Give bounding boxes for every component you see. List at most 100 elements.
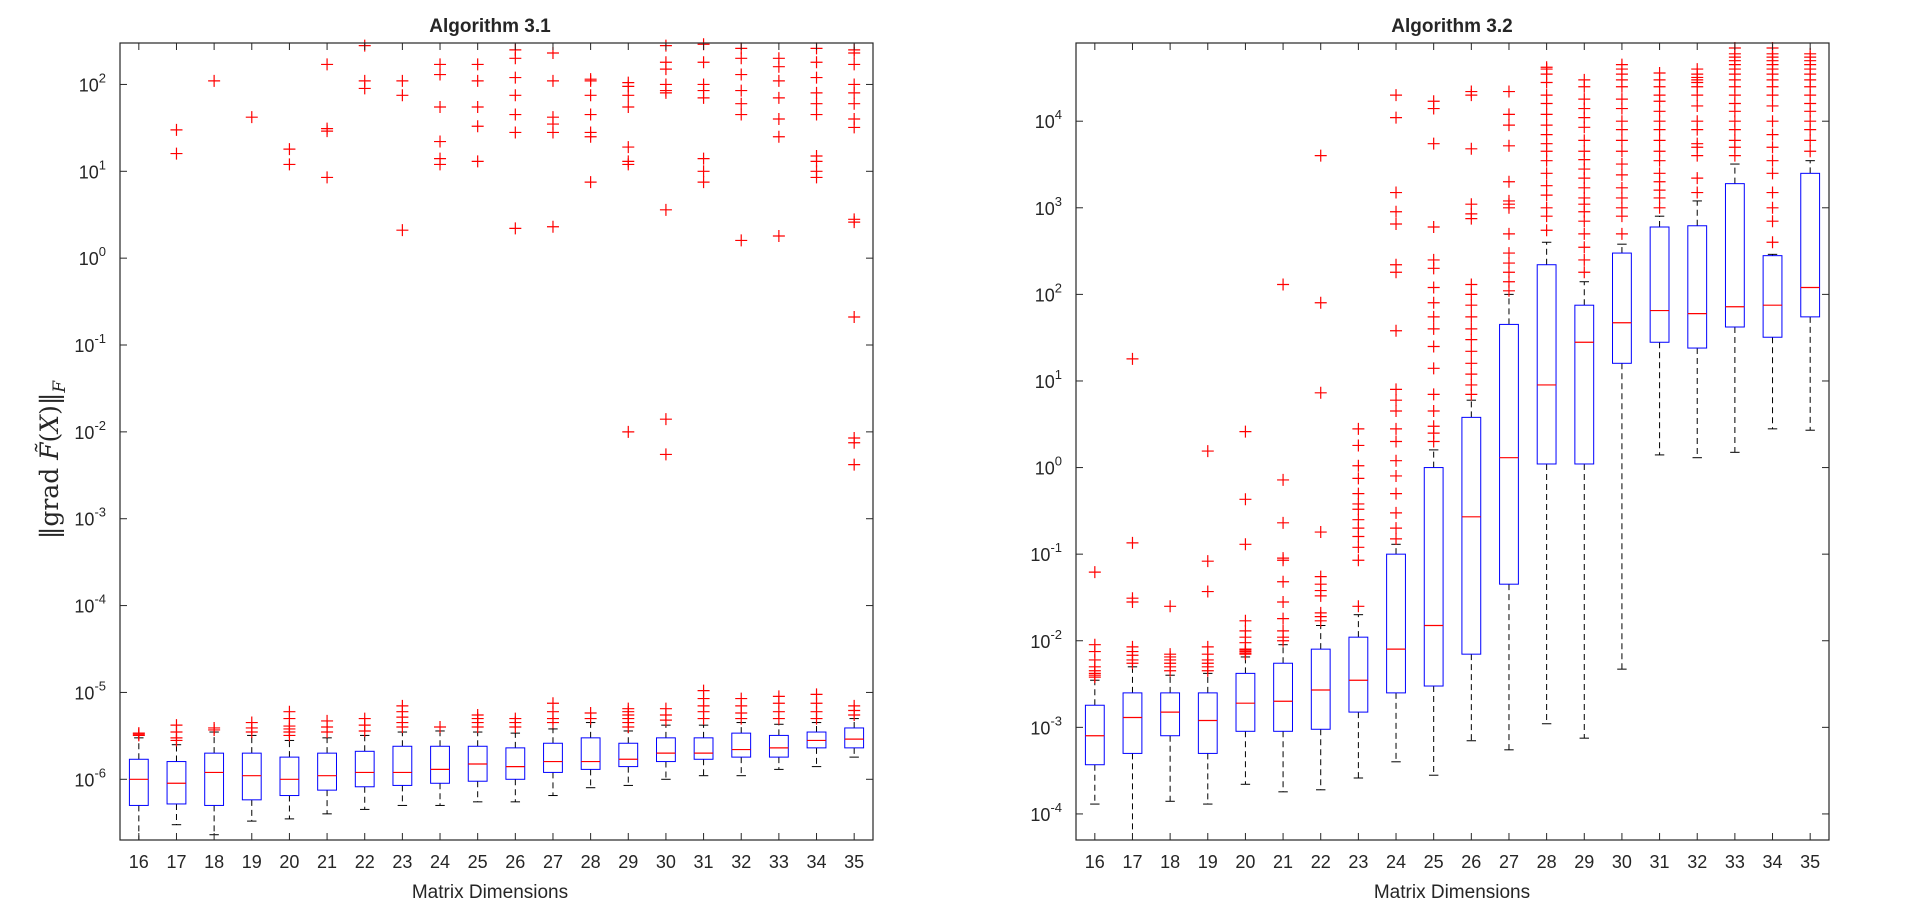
outlier: [1766, 167, 1779, 180]
outlier: [1615, 145, 1628, 158]
outlier: [1427, 137, 1440, 150]
outlier: [659, 78, 672, 91]
outlier: [1578, 134, 1591, 147]
outlier: [1540, 119, 1553, 132]
box-18: [204, 74, 225, 836]
outlier: [170, 719, 183, 732]
outlier: [1390, 89, 1403, 102]
outlier: [1766, 215, 1779, 228]
outlier: [810, 150, 823, 163]
outlier: [1390, 324, 1403, 337]
outlier: [697, 176, 710, 189]
outlier: [1502, 108, 1515, 121]
box-20: [1235, 425, 1256, 785]
box-16: [1084, 566, 1105, 805]
outlier: [208, 74, 221, 87]
outlier: [735, 234, 748, 247]
outlier: [1465, 198, 1478, 211]
outlier: [509, 126, 522, 139]
outlier: [132, 727, 145, 740]
iqr-box: [1273, 662, 1293, 732]
outlier: [1615, 181, 1628, 194]
outlier: [772, 74, 785, 87]
outlier: [434, 135, 447, 148]
outlier: [1239, 425, 1252, 438]
outlier: [1390, 383, 1403, 396]
outlier: [1390, 217, 1403, 230]
x-tick-label: 26: [1461, 852, 1481, 872]
outlier: [1578, 191, 1591, 204]
box-26: [1461, 85, 1482, 742]
outlier: [810, 56, 823, 69]
outlier: [1390, 506, 1403, 519]
outlier: [1390, 186, 1403, 199]
x-tick-label: 32: [1687, 852, 1707, 872]
outlier: [1615, 168, 1628, 181]
outlier: [170, 147, 183, 160]
outlier: [810, 86, 823, 99]
outlier: [1728, 134, 1741, 147]
outlier: [1691, 115, 1704, 128]
outlier: [1766, 236, 1779, 249]
outlier: [396, 74, 409, 87]
outlier: [1578, 227, 1591, 240]
x-tick-label: 18: [204, 852, 224, 872]
outlier: [1277, 575, 1290, 588]
outlier: [1277, 278, 1290, 291]
box-20: [279, 143, 300, 820]
x-tick-label: 16: [129, 852, 149, 872]
x-tick-label: 30: [1612, 852, 1632, 872]
x-tick-label: 31: [1650, 852, 1670, 872]
outlier: [471, 74, 484, 87]
iqr-box: [1084, 704, 1105, 766]
plot-title: Algorithm 3.2: [1391, 16, 1512, 37]
outlier: [321, 58, 334, 71]
x-tick-label: 28: [1537, 852, 1557, 872]
outlier: [1502, 85, 1515, 98]
outlier: [697, 684, 710, 697]
outlier: [848, 699, 861, 712]
x-tick-label: 20: [1235, 852, 1255, 872]
iqr-box: [1461, 416, 1482, 655]
box-series: [128, 38, 865, 840]
iqr-box: [1235, 672, 1256, 732]
outlier: [1427, 322, 1440, 335]
x-tick-label: 25: [468, 852, 488, 872]
outlier: [1314, 296, 1327, 309]
outlier: [1465, 333, 1478, 346]
outlier: [1653, 167, 1666, 180]
x-tick-label: 23: [392, 852, 412, 872]
outlier: [1126, 536, 1139, 549]
outlier: [1540, 179, 1553, 192]
outlier: [1540, 201, 1553, 214]
outlier: [848, 311, 861, 324]
outlier: [1615, 134, 1628, 147]
y-tick-label: 10-4: [74, 592, 106, 617]
outlier: [1691, 63, 1704, 76]
x-tick-label: 21: [317, 852, 337, 872]
outlier: [772, 130, 785, 143]
outlier: [1390, 258, 1403, 271]
outlier: [584, 73, 597, 86]
x-tick-label: 20: [279, 852, 299, 872]
box-35: [1800, 47, 1821, 431]
outlier: [584, 89, 597, 102]
outlier: [622, 76, 635, 89]
box-22: [354, 39, 375, 810]
panel-algorithm-3-2: Algorithm 3.2 Matrix Dimensions 10-4 10-3…: [1030, 16, 1830, 903]
y-tick-label: 10-2: [1030, 627, 1062, 652]
outlier: [170, 123, 183, 136]
outlier: [509, 108, 522, 121]
outlier: [848, 213, 861, 226]
outlier: [1615, 158, 1628, 171]
outlier: [1314, 386, 1327, 399]
iqr-box: [1574, 304, 1595, 465]
outlier: [1427, 221, 1440, 234]
outlier: [546, 74, 559, 87]
x-tick-label: 33: [769, 852, 789, 872]
box-19: [1197, 445, 1218, 805]
outlier: [735, 68, 748, 81]
box-35: [844, 43, 865, 758]
outlier: [697, 165, 710, 178]
iqr-box: [1724, 183, 1745, 328]
